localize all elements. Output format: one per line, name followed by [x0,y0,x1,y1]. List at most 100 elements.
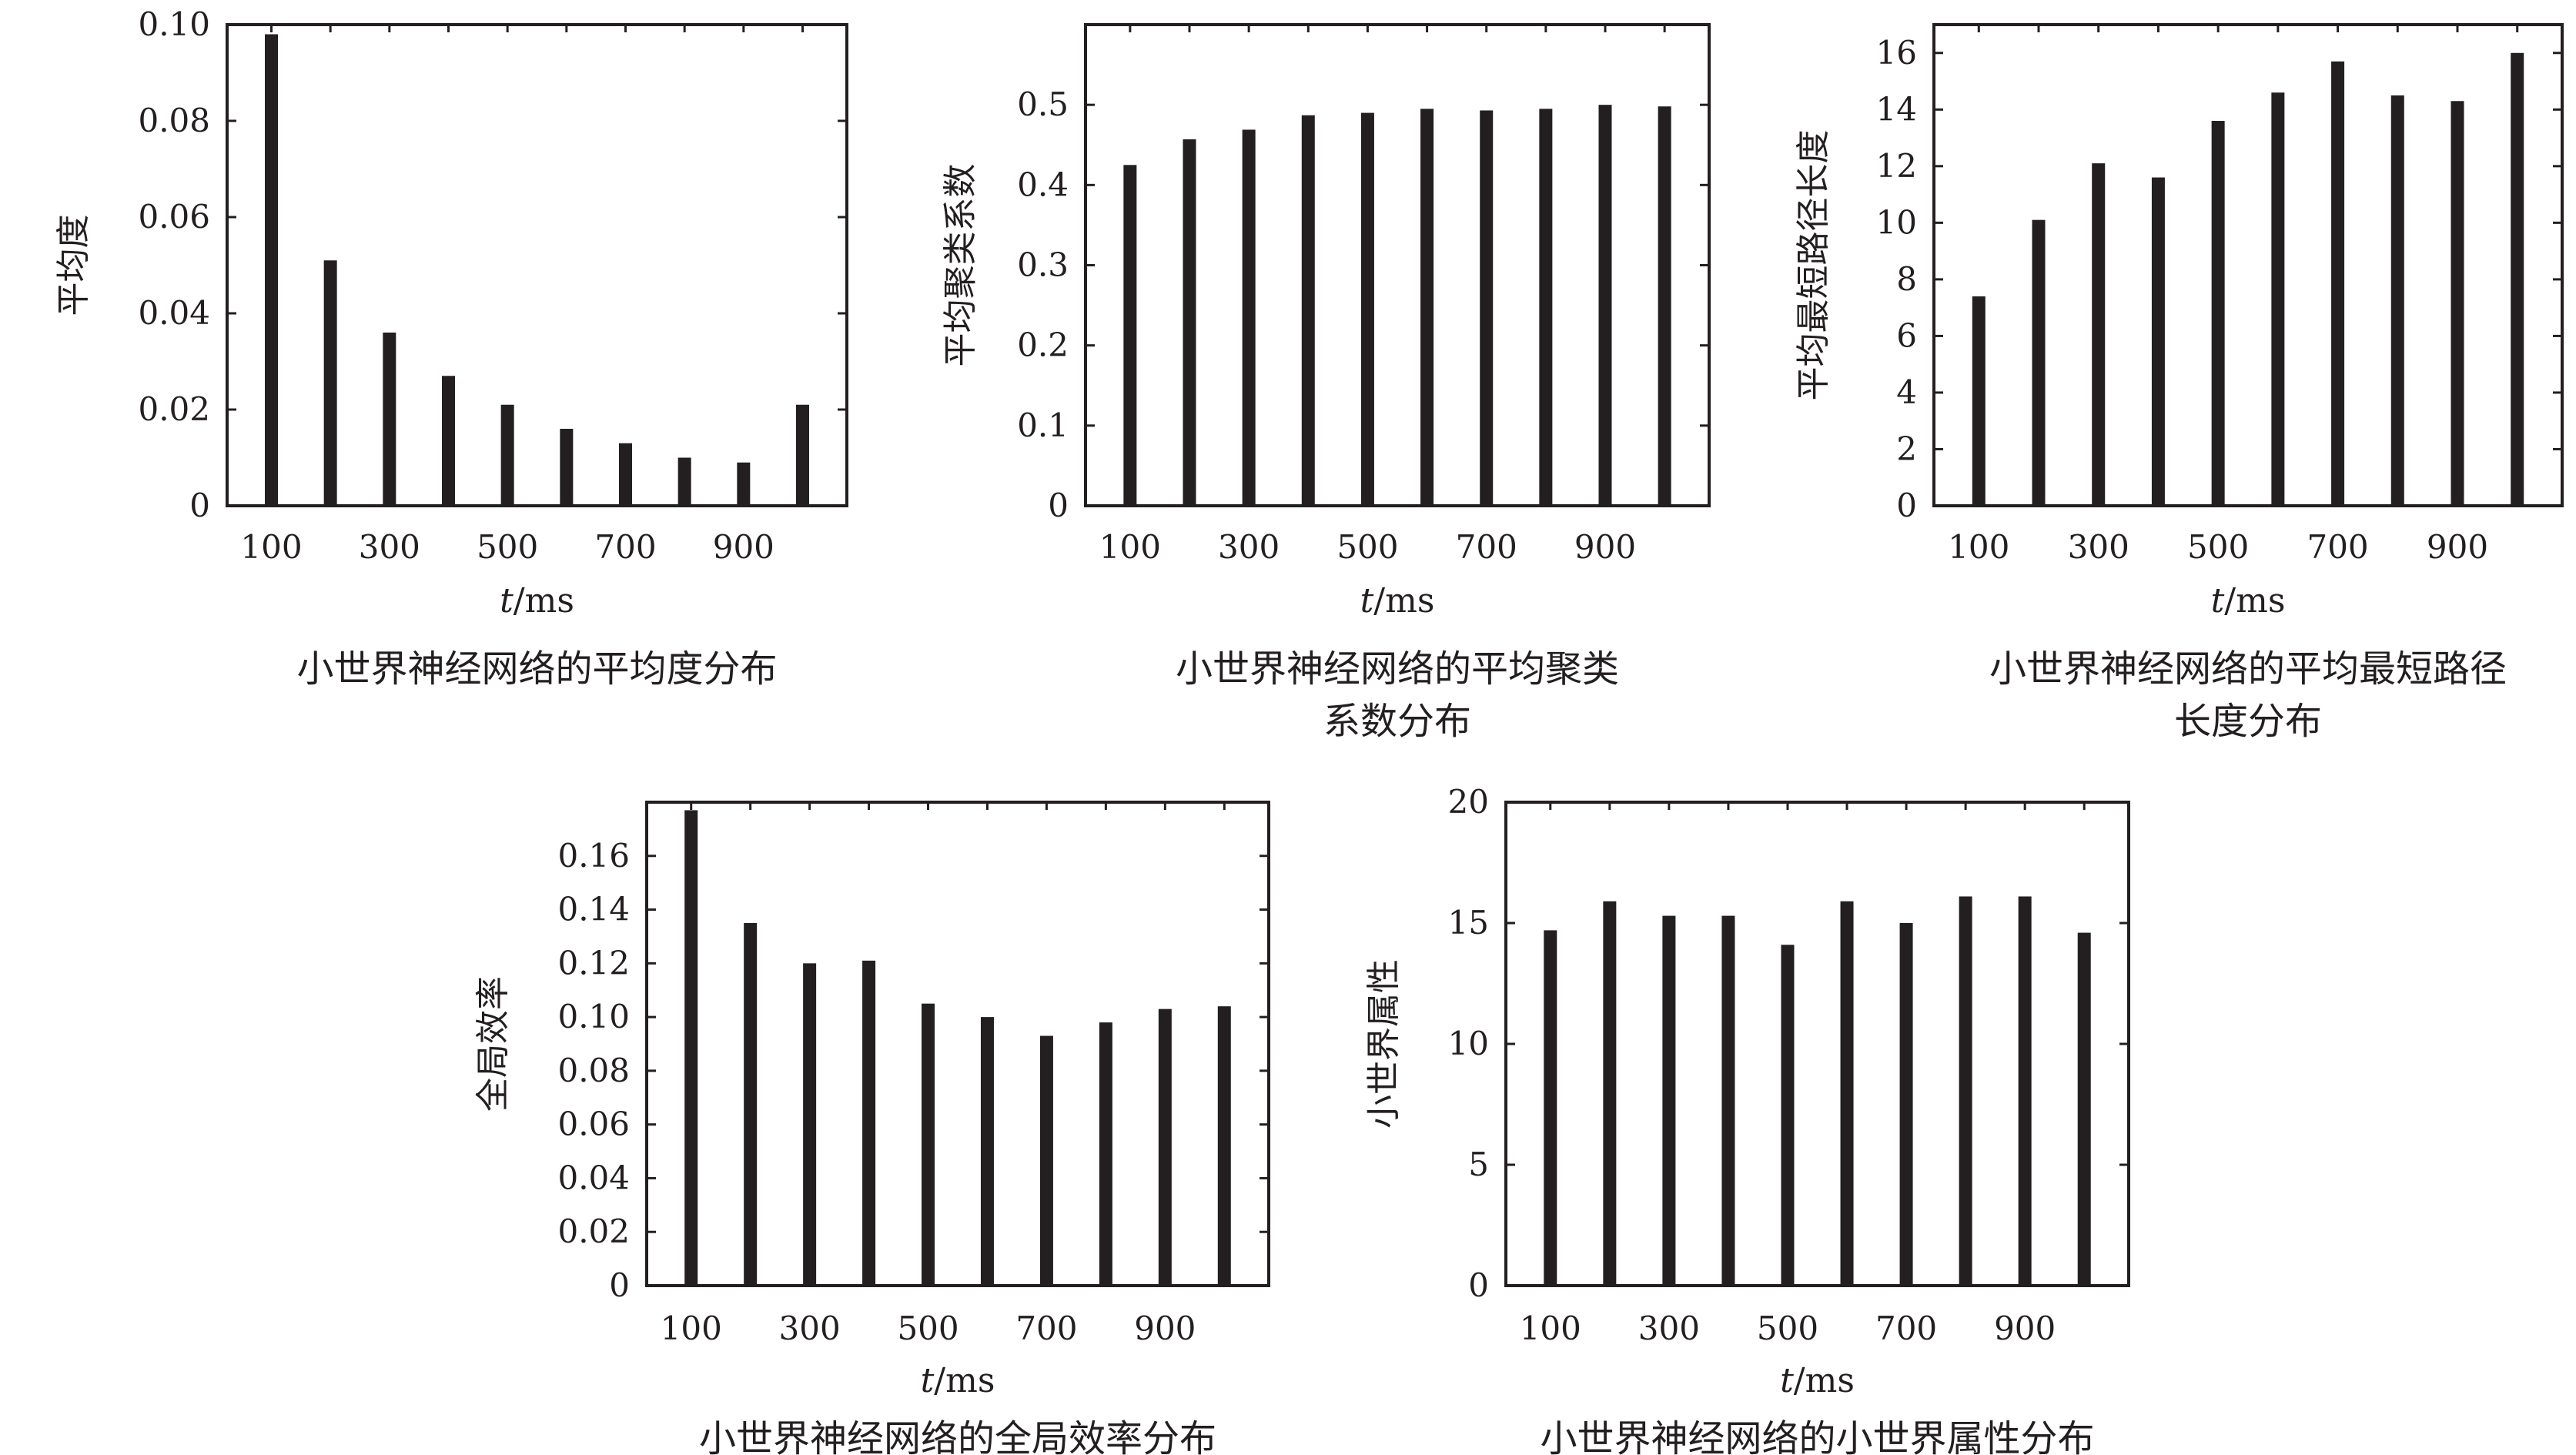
global-efficiency-bar [922,1003,935,1286]
global-efficiency-chart: 0 0.02 0.04 0.06 0.08 0.10 0.12 0.14 0.16 100 300 5… [473,801,1270,1455]
avg-clustering-caption: 系数分布 [1323,700,1471,743]
average-degree-chart: 0 0.02 0.04 0.06 0.08 0.10 100 300 500 700 900 t/ms… [54,5,848,691]
global-efficiency-bar [980,1017,994,1286]
small-world-bar [2077,932,2091,1286]
small-world-ytick-label: 5 [1468,1146,1489,1183]
small-world-xtick-label: 300 [1638,1310,1700,1347]
avg-clustering-caption: 小世界神经网络的平均聚类 [1176,647,1619,691]
global-efficiency-ytick-label: 0.10 [557,998,630,1035]
avg-clustering-xtick-label: 700 [1456,528,1517,566]
average-degree-ytick-label: 0.04 [138,294,210,332]
avg-clustering-bar [1123,165,1137,506]
global-efficiency-ytick-label: 0 [609,1266,630,1304]
average-degree-caption: 小世界神经网络的平均度分布 [296,647,777,691]
small-world-bar [2018,896,2032,1286]
avg-clustering-bar [1539,109,1553,506]
average-degree-bar [442,376,455,506]
avg-shortest-path-bar [2211,121,2225,506]
average-degree-plot-frame [226,23,848,507]
global-efficiency-bar [803,963,817,1286]
global-efficiency-caption: 小世界神经网络的全局效率分布 [699,1417,1216,1455]
avg-clustering-ytick-label: 0.5 [1017,85,1069,123]
avg-shortest-path-bar [2511,52,2524,506]
avg-clustering-xtick-label: 900 [1574,528,1636,566]
small-world-xaxis-label: t/ms [1780,1361,1855,1400]
small-world-xtick-label: 500 [1757,1310,1818,1347]
average-degree-bar [796,404,809,506]
avg-clustering-bar [1420,109,1434,506]
global-efficiency-ytick-label: 0.14 [557,891,630,928]
average-degree-ytick-label: 0.06 [138,198,210,236]
small-world-bar [1781,945,1795,1286]
small-world-bar [1544,930,1557,1286]
avg-clustering-bar [1480,110,1494,507]
avg-clustering-xtick-label: 300 [1218,528,1280,566]
avg-clustering-bar [1598,105,1612,506]
small-world-ytick-label: 15 [1448,904,1489,942]
average-degree-bar [323,260,337,506]
global-efficiency-bar [684,810,698,1286]
xaxis-unit: /ms [2224,581,2285,620]
average-degree-bar [383,333,396,506]
avg-shortest-path-ytick-label: 16 [1876,34,1917,72]
xaxis-unit: /ms [934,1361,995,1400]
avg-shortest-path-ytick-label: 8 [1896,260,1917,298]
avg-shortest-path-bar [2271,92,2285,506]
avg-shortest-path-bar [2390,95,2404,507]
small-world-xtick-label: 900 [1994,1310,2056,1347]
average-degree-xtick-label: 700 [594,528,656,566]
avg-clustering-bar [1658,106,1671,506]
average-degree-yaxis-label: 平均度 [54,215,93,316]
avg-shortest-path-ytick-label: 4 [1896,373,1917,411]
average-degree-xtick-label: 300 [359,528,420,566]
average-degree-bar [737,462,751,506]
avg-clustering-bar [1360,112,1374,507]
average-degree-xtick-label: 100 [240,528,302,566]
avg-shortest-path-ytick-label: 6 [1896,316,1917,354]
global-efficiency-ytick-label: 0.16 [557,837,630,875]
global-efficiency-plot-frame [645,801,1270,1287]
global-efficiency-xtick-label: 300 [779,1310,841,1347]
xaxis-var: t [500,581,514,620]
avg-shortest-path-xtick-label: 500 [2187,528,2249,566]
avg-shortest-path-yaxis-label: 平均最短路径长度 [1794,130,1833,401]
xaxis-unit: /ms [1373,581,1434,620]
small-world-xtick-label: 100 [1520,1310,1581,1347]
global-efficiency-bar [1217,1006,1231,1286]
average-degree-ytick-label: 0.02 [138,390,210,428]
small-world-plot-frame [1504,801,2130,1287]
avg-shortest-path-ytick-label: 10 [1876,203,1917,241]
small-world-xtick-label: 700 [1875,1310,1937,1347]
avg-shortest-path-xtick-label: 700 [2307,528,2368,566]
small-world-bar [1603,901,1617,1286]
avg-clustering-ytick-label: 0.2 [1017,326,1069,364]
global-efficiency-xtick-label: 500 [897,1310,958,1347]
xaxis-var: t [2211,581,2225,620]
avg-clustering-xaxis-label: t/ms [1360,581,1435,620]
average-degree-bar [619,443,632,506]
avg-shortest-path-xaxis-label: t/ms [2211,581,2286,620]
small-world-ytick-label: 10 [1448,1025,1489,1062]
small-world-caption: 小世界神经网络的小世界属性分布 [1540,1417,2094,1455]
avg-clustering-bar [1301,115,1315,507]
avg-shortest-path-ytick-label: 2 [1896,430,1917,467]
average-degree-xtick-label: 900 [713,528,774,566]
avg-shortest-path-xtick-label: 100 [1948,528,2009,566]
avg-shortest-path-bar [2032,219,2046,506]
avg-shortest-path-chart: 0 2 4 6 8 10 12 14 16 100 300 500 700 900 t/ms 平均最短路径长度… [1794,23,2564,743]
avg-clustering-ytick-label: 0.1 [1017,406,1069,444]
avg-shortest-path-bar [2451,101,2464,506]
xaxis-var: t [1780,1361,1794,1400]
xaxis-var: t [921,1361,935,1400]
avg-clustering-ytick-label: 0.4 [1017,166,1069,203]
average-degree-bar [677,457,691,506]
global-efficiency-ytick-label: 0.08 [557,1052,630,1089]
global-efficiency-xaxis-label: t/ms [921,1361,995,1400]
global-efficiency-xtick-label: 900 [1134,1310,1196,1347]
average-degree-bar [560,429,574,506]
average-degree-ytick-label: 0 [189,487,210,524]
avg-shortest-path-xtick-label: 900 [2427,528,2488,566]
small-world-yaxis-label: 小世界属性 [1364,959,1403,1129]
small-world-chart: 0 5 10 15 20 100 300 500 700 900 t/ms 小世界属性小世界神经网络的… [1364,783,2130,1455]
